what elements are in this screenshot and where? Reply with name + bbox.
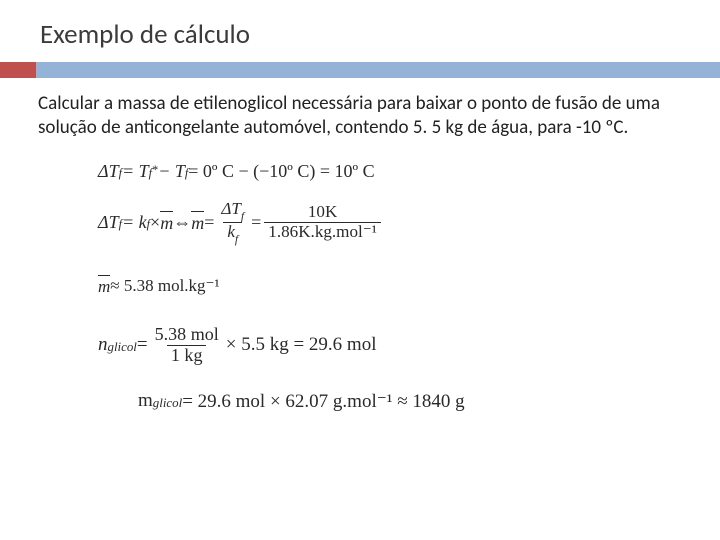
equations-block: ΔTf = Tf* − Tf = 0º C − (−10º C) = 10º C…	[98, 161, 686, 413]
eq2-dTf: ΔT	[98, 212, 119, 233]
eq4-eq: =	[137, 334, 148, 356]
eq4-frac-den: 1 kg	[167, 345, 207, 366]
equation-1: ΔTf = Tf* − Tf = 0º C − (−10º C) = 10º C	[98, 161, 686, 182]
accent-left	[0, 62, 36, 78]
equation-2: ΔTf = kf × m ⇔ m = ΔTf kf = 10K 1.86K.kg…	[98, 200, 686, 245]
body-area: Calcular a massa de etilenoglicol necess…	[38, 92, 686, 429]
eq2-frac1-num: ΔT	[221, 199, 241, 218]
eq1-Tf2: − T	[158, 161, 185, 182]
eq1-sup-star: *	[152, 163, 158, 178]
eq2-sub-f1: f	[119, 217, 122, 232]
eq2-frac1-num-sub: f	[241, 210, 244, 223]
accent-right	[36, 62, 720, 78]
accent-bar	[0, 62, 720, 78]
problem-statement: Calcular a massa de etilenoglicol necess…	[38, 92, 686, 141]
equation-5: mglicol = 29.6 mol × 62.07 g.mol⁻¹ ≈ 184…	[138, 390, 686, 413]
eq4-frac-num: 5.38 mol	[151, 325, 223, 345]
eq2-frac2-num: 10K	[304, 203, 341, 222]
eq5-m: m	[138, 390, 153, 412]
eq1-rhs: = 0º C − (−10º C) = 10º C	[188, 161, 374, 182]
eq4-tail: × 5.5 kg = 29.6 mol	[226, 334, 377, 356]
eq1-dTf: ΔT	[98, 161, 119, 182]
equation-3: m ≈ 5.38 mol.kg⁻¹	[98, 275, 686, 297]
eq2-times: ×	[150, 212, 160, 233]
equation-4: nglicol = 5.38 mol 1 kg × 5.5 kg = 29.6 …	[98, 325, 686, 366]
eq5-rhs: = 29.6 mol × 62.07 g.mol⁻¹ ≈ 1840 g	[182, 390, 464, 413]
eq4-frac: 5.38 mol 1 kg	[151, 325, 223, 366]
eq2-sub-f2: f	[147, 217, 150, 232]
title-area: Exemplo de cálculo	[0, 0, 720, 57]
eq2-kf: = k	[122, 212, 147, 233]
eq2-frac1: ΔTf kf	[217, 200, 248, 245]
eq2-mbar2: m	[191, 211, 204, 234]
eq3-mbar: m	[98, 275, 110, 297]
eq2-frac2: 10K 1.86K.kg.mol⁻¹	[264, 203, 381, 242]
eq2-frac1-den-sub: f	[235, 233, 238, 246]
slide-title: Exemplo de cálculo	[40, 18, 720, 51]
eq5-sub: glicol	[153, 395, 182, 411]
eq2-frac1-den: k	[227, 222, 235, 241]
eq1-sub-f1: f	[119, 166, 122, 181]
eq2-frac2-den: 1.86K.kg.mol⁻¹	[264, 222, 381, 242]
eq1-Tf1: = T	[122, 161, 149, 182]
eq3-approx: ≈ 5.38 mol.kg⁻¹	[110, 276, 219, 296]
eq2-iff: ⇔	[173, 212, 191, 233]
eq2-mbar1: m	[160, 211, 173, 234]
eq2-eq2: =	[251, 212, 261, 233]
eq4-n: n	[98, 334, 108, 356]
eq1-sub-f3: f	[185, 166, 188, 181]
eq2-eq1: =	[204, 212, 214, 233]
eq4-sub: glicol	[108, 339, 137, 355]
